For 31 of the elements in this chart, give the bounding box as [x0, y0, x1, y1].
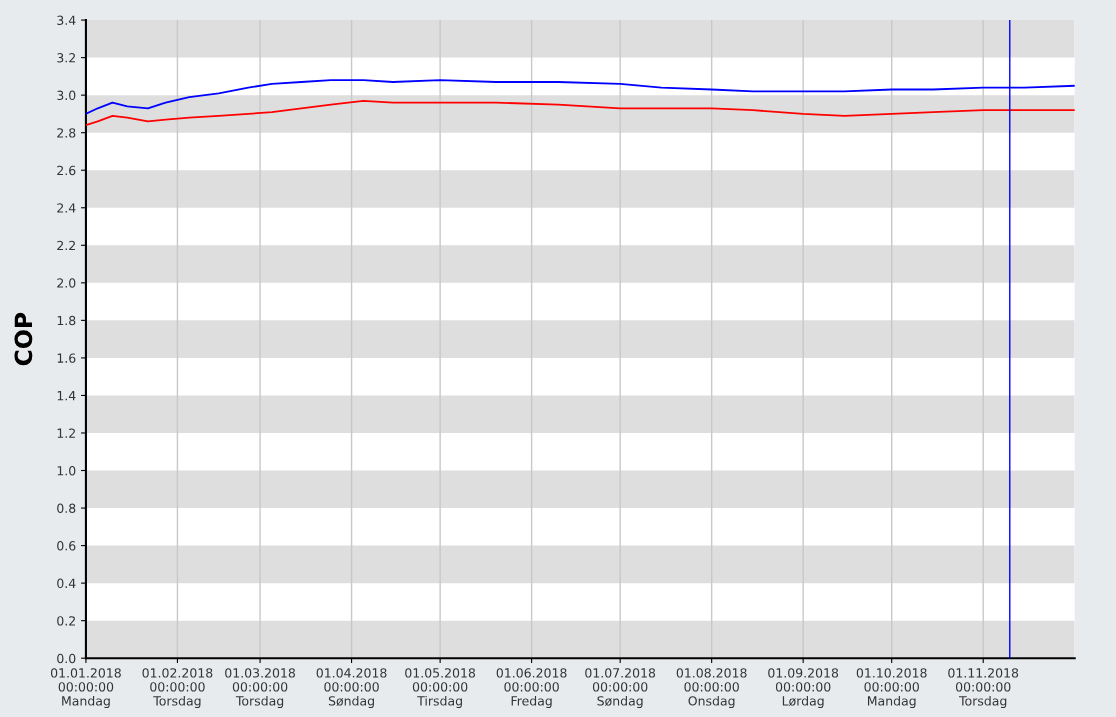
x-tick-label: 01.02.2018 00:00:00 Torsdag: [142, 668, 213, 709]
x-tick-label: 01.05.2018 00:00:00 Tirsdag: [405, 668, 476, 709]
y-tick-label: 3.2: [57, 53, 75, 63]
x-tick-label: 01.09.2018 00:00:00 Lørdag: [768, 668, 839, 709]
x-tick-label: 01.10.2018 00:00:00 Mandag: [856, 668, 927, 709]
y-tick-label: 0.4: [57, 578, 76, 589]
y-tick-label: 2.6: [57, 165, 76, 176]
y-tick-label: 1.4: [57, 391, 76, 401]
y-tick-label: 1.8: [57, 315, 76, 326]
y-tick-label: 2.2: [57, 240, 75, 251]
y-axis-title: COP: [14, 312, 33, 366]
x-tick-label: 01.04.2018 00:00:00 Søndag: [316, 668, 387, 709]
y-tick-label: 0.2: [57, 616, 75, 626]
y-tick-label: 0.0: [57, 653, 76, 664]
y-tick-label: 3.0: [57, 90, 76, 101]
x-tick-label: 01.06.2018 00:00:00 Fredag: [496, 668, 567, 709]
y-tick-label: 3.4: [57, 15, 76, 25]
y-tick-label: 0.6: [57, 541, 76, 551]
y-tick-label: 1.0: [57, 465, 76, 476]
line-series: [85, 99, 1075, 127]
x-tick-label: 01.01.2018 00:00:00 Mandag: [50, 668, 121, 709]
x-tick-label: 01.07.2018 00:00:00 Søndag: [585, 668, 656, 709]
x-tick-label: 01.11.2018 00:00:00 Torsdag: [948, 668, 1019, 709]
x-tick-label: 01.08.2018 00:00:00 Onsdag: [676, 668, 747, 709]
y-tick-label: 0.8: [57, 503, 76, 513]
y-tick-label: 2.0: [57, 278, 76, 288]
x-tick-label: 01.03.2018 00:00:00 Torsdag: [225, 668, 295, 709]
y-tick-label: 1.2: [57, 428, 75, 438]
y-tick-label: 1.6: [57, 353, 76, 363]
y-tick-label: 2.8: [57, 128, 76, 138]
y-tick-label: 2.4: [57, 203, 76, 213]
